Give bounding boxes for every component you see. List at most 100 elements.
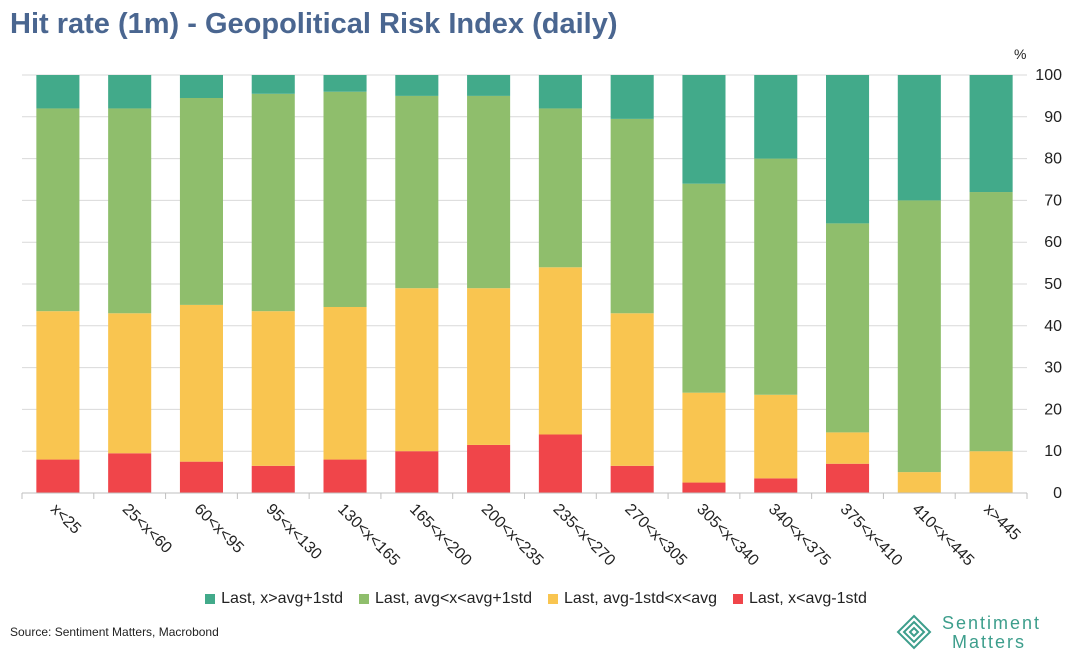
x-tick-label: 235<x<270 [550,501,619,570]
bar-segment [467,444,511,493]
bar-segment [323,91,367,307]
stacked-bar-chart: 0 10 20 30 40 50 60 70 80 90 100 x<25 25<x<60 60<x<95… [21,67,1062,570]
bar-segment [108,313,152,454]
bar-segment [323,75,367,92]
x-tick-label: 200<x<235 [478,501,547,570]
bar-segment [323,459,367,493]
chart-legend: Last, x>avg+1std Last, avg<x<avg+1std Last… [0,590,1072,608]
legend-item: Last, avg<x<avg+1std [359,590,532,608]
x-tick-label: 165<x<200 [406,501,475,570]
bar-segment [251,75,295,94]
logo-line-2: Matters [952,632,1027,652]
bar-segment [897,75,941,201]
bar-segment [826,463,870,493]
x-tick-label: 130<x<165 [334,501,403,570]
legend-swatch [733,594,743,604]
bar-segment [179,461,223,493]
bar-segment [251,465,295,493]
bar-segment [610,118,654,314]
bar-segment [826,223,870,433]
bar-segment [826,75,870,224]
bar-segment [682,392,726,483]
x-tick-label: 270<x<305 [621,501,690,570]
x-tick-label: 305<x<340 [693,501,762,570]
bar-segment [754,394,798,479]
x-tick-label: 340<x<375 [765,501,834,570]
y-tick-label: 80 [1044,151,1062,168]
legend-label: Last, avg-1std<x<avg [564,590,717,607]
x-tick-label: 60<x<95 [191,501,247,557]
bar-segment [754,158,798,395]
bar-segment [969,192,1013,452]
bar-segment [467,288,511,445]
y-axis-unit: % [1014,46,1027,62]
logo-mark-icon [896,614,932,650]
y-tick-label: 60 [1044,234,1062,251]
bar-segment [467,95,511,289]
legend-swatch [205,594,216,604]
bar-segment [538,434,582,493]
logo-line-1: Sentiment [942,613,1042,633]
chart-title: Hit rate (1m) - Geopolitical Risk Index … [10,8,618,40]
bar-segment [467,75,511,96]
bar-segment [108,75,152,109]
bar-segment [179,97,223,305]
x-tick-label: 25<x<60 [119,501,175,557]
y-tick-label: 90 [1044,109,1062,126]
bar-segment [538,75,582,109]
bar-segment [36,459,80,493]
bar-segment [682,75,726,184]
bar-segment [538,108,582,268]
source-note: Source: Sentiment Matters, Macrobond [10,625,219,639]
bar-segment [36,108,80,312]
bar-segment [395,75,439,96]
y-tick-label: 0 [1053,485,1062,502]
y-tick-label: 10 [1044,443,1062,460]
bar-segment [179,304,223,462]
bar-segment [682,482,726,493]
x-tick-label: 95<x<130 [262,501,324,563]
bar-segment [610,313,654,466]
bar-segment [36,75,80,109]
bar-segment [969,451,1013,493]
y-tick-label: 70 [1044,192,1062,209]
legend-swatch [548,594,559,604]
x-tick-label: 410<x<445 [908,501,977,570]
bar-segment [897,200,941,473]
legend-label: Last, avg<x<avg+1std [375,590,533,607]
legend-label: Last, x>avg+1std [221,590,344,607]
logo-text: Sentiment Matters [942,614,1041,652]
legend-swatch [359,594,370,604]
y-tick-label: 20 [1044,401,1062,418]
legend-item: Last, avg-1std<x<avg [548,590,717,608]
bar-segment [395,451,439,493]
x-tick-label: x>445 [980,501,1023,544]
bar-segment [251,311,295,466]
bar-segment [108,453,152,493]
legend-item: Last, x<avg-1std [733,590,867,608]
bar-segment [682,183,726,393]
bar-segment [610,465,654,493]
bar-segment [395,95,439,289]
x-tick-label: x<25 [47,501,84,538]
bar-segment [754,478,798,493]
y-tick-label: 40 [1044,318,1062,335]
bar-segment [395,288,439,452]
y-tick-label: 100 [1035,67,1062,84]
bar-segment [179,75,223,98]
bar-segment [36,311,80,460]
bar-segment [754,75,798,159]
x-tick-label: 375<x<410 [837,501,906,570]
sentiment-matters-logo [896,614,932,650]
bar-segment [323,306,367,460]
legend-item: Last, x>avg+1std [205,590,343,608]
legend-label: Last, x<avg-1std [749,590,867,607]
bar-segment [897,472,941,493]
bar-segment [538,267,582,435]
bar-segment [108,108,152,314]
bar-segment [969,75,1013,193]
bar-segment [826,432,870,464]
y-tick-label: 30 [1044,360,1062,377]
bar-segment [251,93,295,312]
bar-segment [610,75,654,119]
